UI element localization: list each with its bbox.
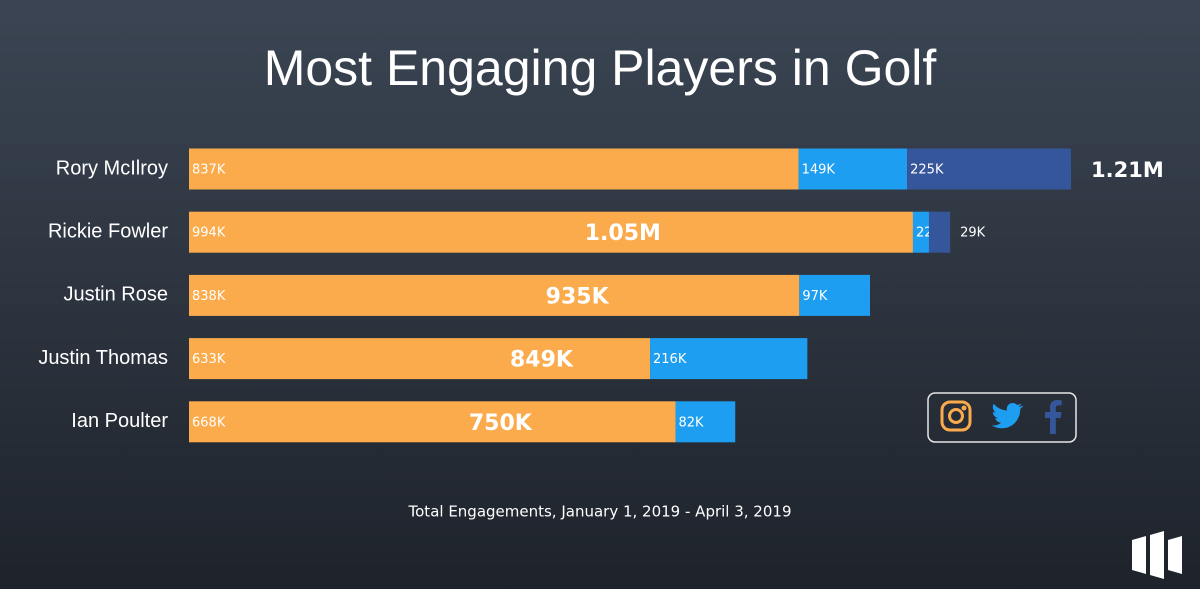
bar-segment	[907, 148, 1071, 190]
value-label: 994K	[192, 226, 226, 241]
category-label: Justin Thomas	[38, 347, 168, 369]
category-label: Ian Poulter	[71, 410, 168, 432]
value-label: 216K	[653, 352, 687, 367]
facebook-icon	[1045, 400, 1062, 434]
bar-segment	[912, 211, 929, 253]
subtitle: Total Engagements, January 1, 2019 - Apr…	[408, 503, 792, 521]
bar-segment	[799, 274, 870, 316]
value-label: 633K	[192, 352, 226, 367]
bar-segment	[675, 401, 736, 443]
bar-segment	[189, 338, 651, 380]
total-label: 1.21M	[1091, 158, 1164, 182]
value-label: 97K	[802, 289, 828, 304]
value-label: 225K	[910, 163, 944, 178]
category-label: Rickie Fowler	[48, 220, 168, 242]
value-label: 838K	[192, 289, 226, 304]
category-label: Rory McIlroy	[56, 157, 168, 179]
value-label: 668K	[192, 415, 226, 430]
logo	[1132, 531, 1182, 579]
bar-segment	[189, 211, 913, 253]
value-label: 149K	[802, 163, 836, 178]
bar-segment	[189, 401, 676, 443]
bar-segment	[189, 148, 799, 190]
bar-segment	[798, 148, 908, 190]
total-label: 750K	[469, 411, 533, 436]
twitter-icon	[991, 403, 1024, 429]
value-label: 29K	[960, 226, 986, 241]
bar-segment	[650, 338, 808, 380]
value-label: 82K	[679, 415, 705, 430]
value-label: 837K	[192, 163, 226, 178]
chart-title: Most Engaging Players in Golf	[264, 40, 937, 96]
instagram-icon	[940, 400, 972, 432]
bar-segment	[928, 211, 951, 253]
total-label: 849K	[510, 348, 574, 373]
total-label: 935K	[546, 284, 610, 309]
bar-segment	[189, 274, 800, 316]
category-label: Justin Rose	[64, 284, 169, 306]
total-label: 1.05M	[585, 221, 661, 246]
legend	[927, 392, 1077, 443]
legend-box	[927, 392, 1077, 443]
